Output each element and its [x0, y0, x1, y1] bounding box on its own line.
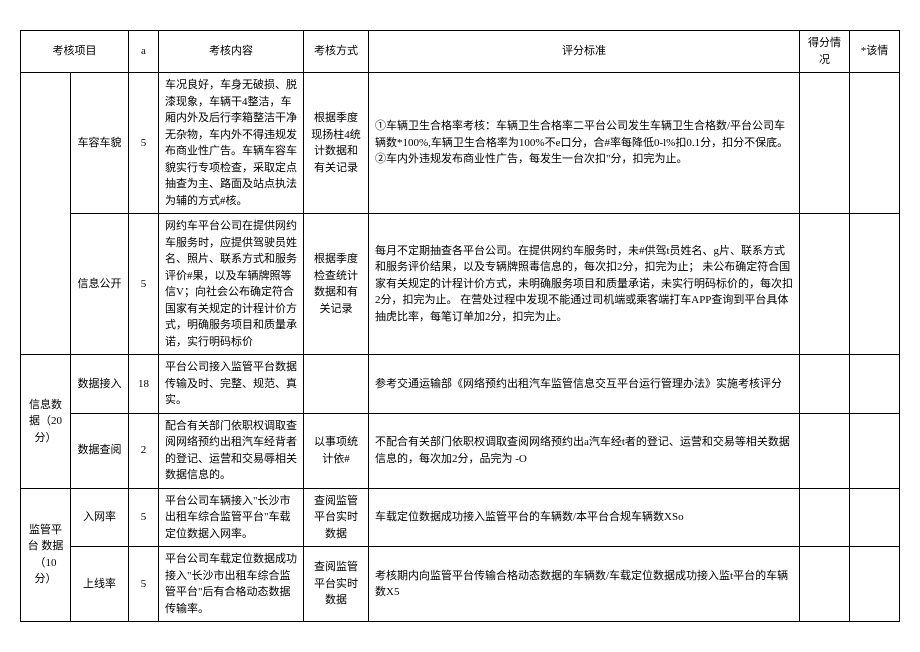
remark-cell — [850, 214, 900, 355]
remark-cell — [850, 547, 900, 622]
item-cell: 入网率 — [71, 488, 129, 547]
score-cell — [800, 73, 850, 214]
table-row: 监管平台 数据（10 分）入网率5平台公司车辆接入"长沙市出租车综合监管平台"车… — [21, 488, 900, 547]
header-row: 考核项目 a 考核内容 考核方式 评分标准 得分情况 *该情 — [21, 31, 900, 73]
item-cell: 车容车貌 — [71, 73, 129, 214]
method-cell: 查阅监管平台实时数据 — [304, 488, 369, 547]
content-cell: 平台公司车载定位数据成功接入"长沙市出租车综合监管平台"后有合格动态数据传输率。 — [159, 547, 304, 622]
score-cell — [800, 413, 850, 488]
remark-cell — [850, 488, 900, 547]
method-cell — [304, 355, 369, 414]
table-row: 上线率5平台公司车载定位数据成功接入"长沙市出租车综合监管平台"后有合格动态数据… — [21, 547, 900, 622]
remark-cell — [850, 355, 900, 414]
content-cell: 平台公司接入监管平台数据传输及时、完整、规范、真实。 — [159, 355, 304, 414]
criteria-cell: 每月不定期抽查各平台公司。在提供网约车服务时，未#供驾t员姓名、g片、联系方式和… — [369, 214, 800, 355]
header-a: a — [129, 31, 159, 73]
header-remark: *该情 — [850, 31, 900, 73]
criteria-cell: ①车辆卫生合格率考核：车辆卫生合格率二平台公司发生车辆卫生合格数/平台公司车辆数… — [369, 73, 800, 214]
score-cell — [800, 488, 850, 547]
score-cell — [800, 214, 850, 355]
score-cell — [800, 547, 850, 622]
table-row: 车容车貌5车况良好，车身无破损、脱漆现象，车辆干4整洁，车厢内外及后行李箱整洁干… — [21, 73, 900, 214]
a-cell: 18 — [129, 355, 159, 414]
category-cell: 信息数据（20分） — [21, 355, 71, 489]
assessment-table: 考核项目 a 考核内容 考核方式 评分标准 得分情况 *该情 车容车貌5车况良好… — [20, 30, 900, 622]
item-cell: 数据查阅 — [71, 413, 129, 488]
table-row: 信息公开5网约车平台公司在提供网约车服务时，应提供驾驶员姓名、照片、联系方式和服… — [21, 214, 900, 355]
method-cell: 根据季度现扬柱4统计数据和有关记录 — [304, 73, 369, 214]
category-cell — [21, 73, 71, 355]
remark-cell — [850, 73, 900, 214]
a-cell: 5 — [129, 214, 159, 355]
item-cell: 信息公开 — [71, 214, 129, 355]
criteria-cell: 车载定位数据成功接入监管平台的车辆数/本平台合规车辆数XSo — [369, 488, 800, 547]
content-cell: 配合有关部门依职权调取查阅网络预约出租汽车经背者的登记、运营和交易辱相关数据信息… — [159, 413, 304, 488]
score-cell — [800, 355, 850, 414]
content-cell: 平台公司车辆接入"长沙市出租车综合监管平台"车载定位数据入网率。 — [159, 488, 304, 547]
a-cell: 5 — [129, 488, 159, 547]
method-cell: 以事项统计依# — [304, 413, 369, 488]
method-cell: 根据季度检查统计数据和有关记录 — [304, 214, 369, 355]
header-score: 得分情况 — [800, 31, 850, 73]
content-cell: 网约车平台公司在提供网约车服务时，应提供驾驶员姓名、照片、联系方式和服务评价#果… — [159, 214, 304, 355]
criteria-cell: 不配合有关部门依职权调取查阅网络预约出a汽车经t者的登记、运营和交易等相关数据信… — [369, 413, 800, 488]
a-cell: 5 — [129, 73, 159, 214]
remark-cell — [850, 413, 900, 488]
content-cell: 车况良好，车身无破损、脱漆现象，车辆干4整洁，车厢内外及后行李箱整洁干净无杂物，… — [159, 73, 304, 214]
criteria-cell: 考核期内向监管平台传输合格动态数据的车辆数/车载定位数据成功接入监t平台的车辆数… — [369, 547, 800, 622]
table-row: 数据查阅2配合有关部门依职权调取查阅网络预约出租汽车经背者的登记、运营和交易辱相… — [21, 413, 900, 488]
header-content: 考核内容 — [159, 31, 304, 73]
header-criteria: 评分标准 — [369, 31, 800, 73]
header-category: 考核项目 — [21, 31, 129, 73]
a-cell: 5 — [129, 547, 159, 622]
a-cell: 2 — [129, 413, 159, 488]
item-cell: 数据接入 — [71, 355, 129, 414]
criteria-cell: 参考交通运输部《网络预约出租汽车监管信息交互平台运行管理办法》实施考核评分 — [369, 355, 800, 414]
method-cell: 查阅监管平台实时数据 — [304, 547, 369, 622]
header-method: 考核方式 — [304, 31, 369, 73]
item-cell: 上线率 — [71, 547, 129, 622]
table-row: 信息数据（20分）数据接入18平台公司接入监管平台数据传输及时、完整、规范、真实… — [21, 355, 900, 414]
category-cell: 监管平台 数据（10 分） — [21, 488, 71, 622]
